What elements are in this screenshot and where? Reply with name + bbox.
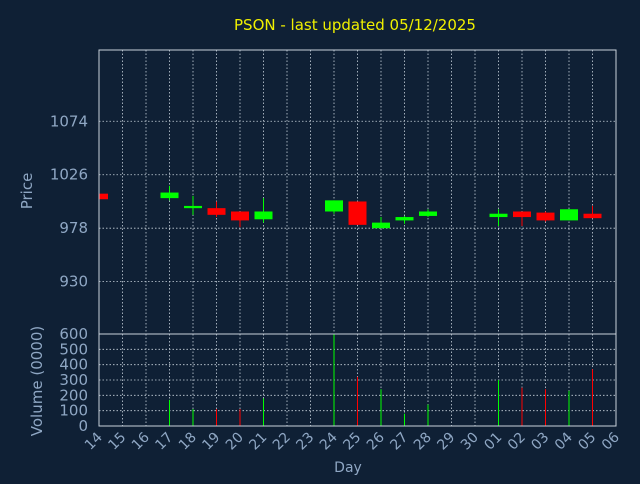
price-tick-label: 978 — [59, 219, 88, 237]
x-tick-label: 03 — [528, 430, 552, 454]
x-tick-label: 19 — [199, 430, 223, 454]
x-tick-label: 17 — [152, 430, 176, 454]
candle-body — [325, 200, 343, 212]
price-grid — [98, 50, 617, 334]
candle-body — [560, 209, 578, 221]
candle-body — [419, 211, 437, 216]
volume-tick-label: 200 — [59, 386, 88, 404]
volume-tick-label: 400 — [59, 356, 88, 374]
price-tick-label: 1074 — [50, 112, 88, 130]
chart-title: PSON - last updated 05/12/2025 — [234, 16, 476, 34]
x-tick-label: 02 — [505, 430, 529, 454]
x-tick-label: 20 — [223, 430, 247, 454]
volume-axis-label: Volume (0000) — [28, 326, 46, 436]
volume-bars — [169, 334, 593, 426]
x-tick-label: 28 — [411, 430, 435, 454]
x-tick-label: 22 — [270, 430, 294, 454]
x-tick-label: 15 — [105, 430, 129, 454]
x-tick-label: 21 — [246, 430, 270, 454]
candle-body — [348, 201, 367, 225]
price-tick-label: 930 — [59, 273, 88, 291]
candle-body — [99, 193, 108, 200]
x-tick-label: 18 — [176, 430, 200, 454]
x-axis-label: Day — [334, 460, 362, 476]
x-tick-label: 25 — [340, 430, 364, 454]
candle-body — [231, 211, 249, 221]
x-tick-label: 27 — [387, 430, 411, 454]
x-tick-label: 06 — [599, 429, 623, 453]
candle-body — [160, 192, 179, 199]
candle-body — [489, 213, 508, 218]
candle-body — [207, 208, 226, 215]
candle-body — [372, 222, 390, 229]
x-tick-label: 01 — [481, 430, 505, 454]
volume-panel-frame — [98, 333, 617, 427]
volume-tick-label: 600 — [59, 325, 88, 343]
x-tick-label: 04 — [552, 429, 576, 453]
volume-tick-label: 0 — [78, 417, 88, 435]
volume-tick-label: 300 — [59, 371, 88, 389]
candlesticks — [98, 185, 602, 229]
candle-body — [513, 211, 531, 218]
candle-body — [254, 211, 273, 220]
candle-body — [583, 213, 602, 219]
volume-tick-label: 100 — [59, 402, 88, 420]
candle-body — [536, 212, 555, 221]
volume-tick-label: 500 — [59, 340, 88, 358]
candle-body — [395, 217, 414, 221]
price-tick-labels: 930 978 1026 1074 — [50, 112, 88, 290]
x-tick-label: 30 — [458, 430, 482, 454]
x-tick-label: 29 — [434, 430, 458, 454]
x-tick-label: 16 — [129, 429, 153, 453]
price-tick-label: 1026 — [50, 166, 88, 184]
price-axis-label: Price — [18, 173, 36, 210]
x-tick-label: 05 — [575, 430, 599, 454]
x-tick-label: 23 — [293, 430, 317, 454]
x-tick-label: 24 — [317, 429, 341, 453]
candle-body — [184, 205, 202, 209]
x-tick-labels: 14 15 16 17 18 19 20 21 22 23 24 25 26 27 28 29 30 01 02 03… — [82, 429, 623, 453]
x-tick-label: 26 — [364, 429, 388, 453]
